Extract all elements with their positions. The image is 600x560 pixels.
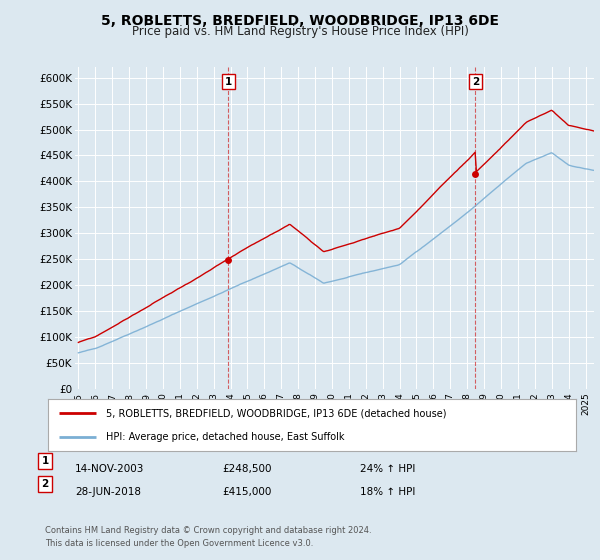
Text: 5, ROBLETTS, BREDFIELD, WOODBRIDGE, IP13 6DE: 5, ROBLETTS, BREDFIELD, WOODBRIDGE, IP13… — [101, 14, 499, 28]
Text: 18% ↑ HPI: 18% ↑ HPI — [360, 487, 415, 497]
Text: 1: 1 — [225, 77, 232, 87]
Text: 5, ROBLETTS, BREDFIELD, WOODBRIDGE, IP13 6DE (detached house): 5, ROBLETTS, BREDFIELD, WOODBRIDGE, IP13… — [106, 408, 446, 418]
Text: Contains HM Land Registry data © Crown copyright and database right 2024.
This d: Contains HM Land Registry data © Crown c… — [45, 526, 371, 548]
Text: £415,000: £415,000 — [222, 487, 271, 497]
Text: £248,500: £248,500 — [222, 464, 271, 474]
Text: 1: 1 — [41, 456, 49, 466]
Text: 2: 2 — [41, 479, 49, 489]
Text: 2: 2 — [472, 77, 479, 87]
Text: Price paid vs. HM Land Registry's House Price Index (HPI): Price paid vs. HM Land Registry's House … — [131, 25, 469, 38]
Text: 28-JUN-2018: 28-JUN-2018 — [75, 487, 141, 497]
Text: 24% ↑ HPI: 24% ↑ HPI — [360, 464, 415, 474]
Text: 14-NOV-2003: 14-NOV-2003 — [75, 464, 145, 474]
Text: HPI: Average price, detached house, East Suffolk: HPI: Average price, detached house, East… — [106, 432, 344, 442]
